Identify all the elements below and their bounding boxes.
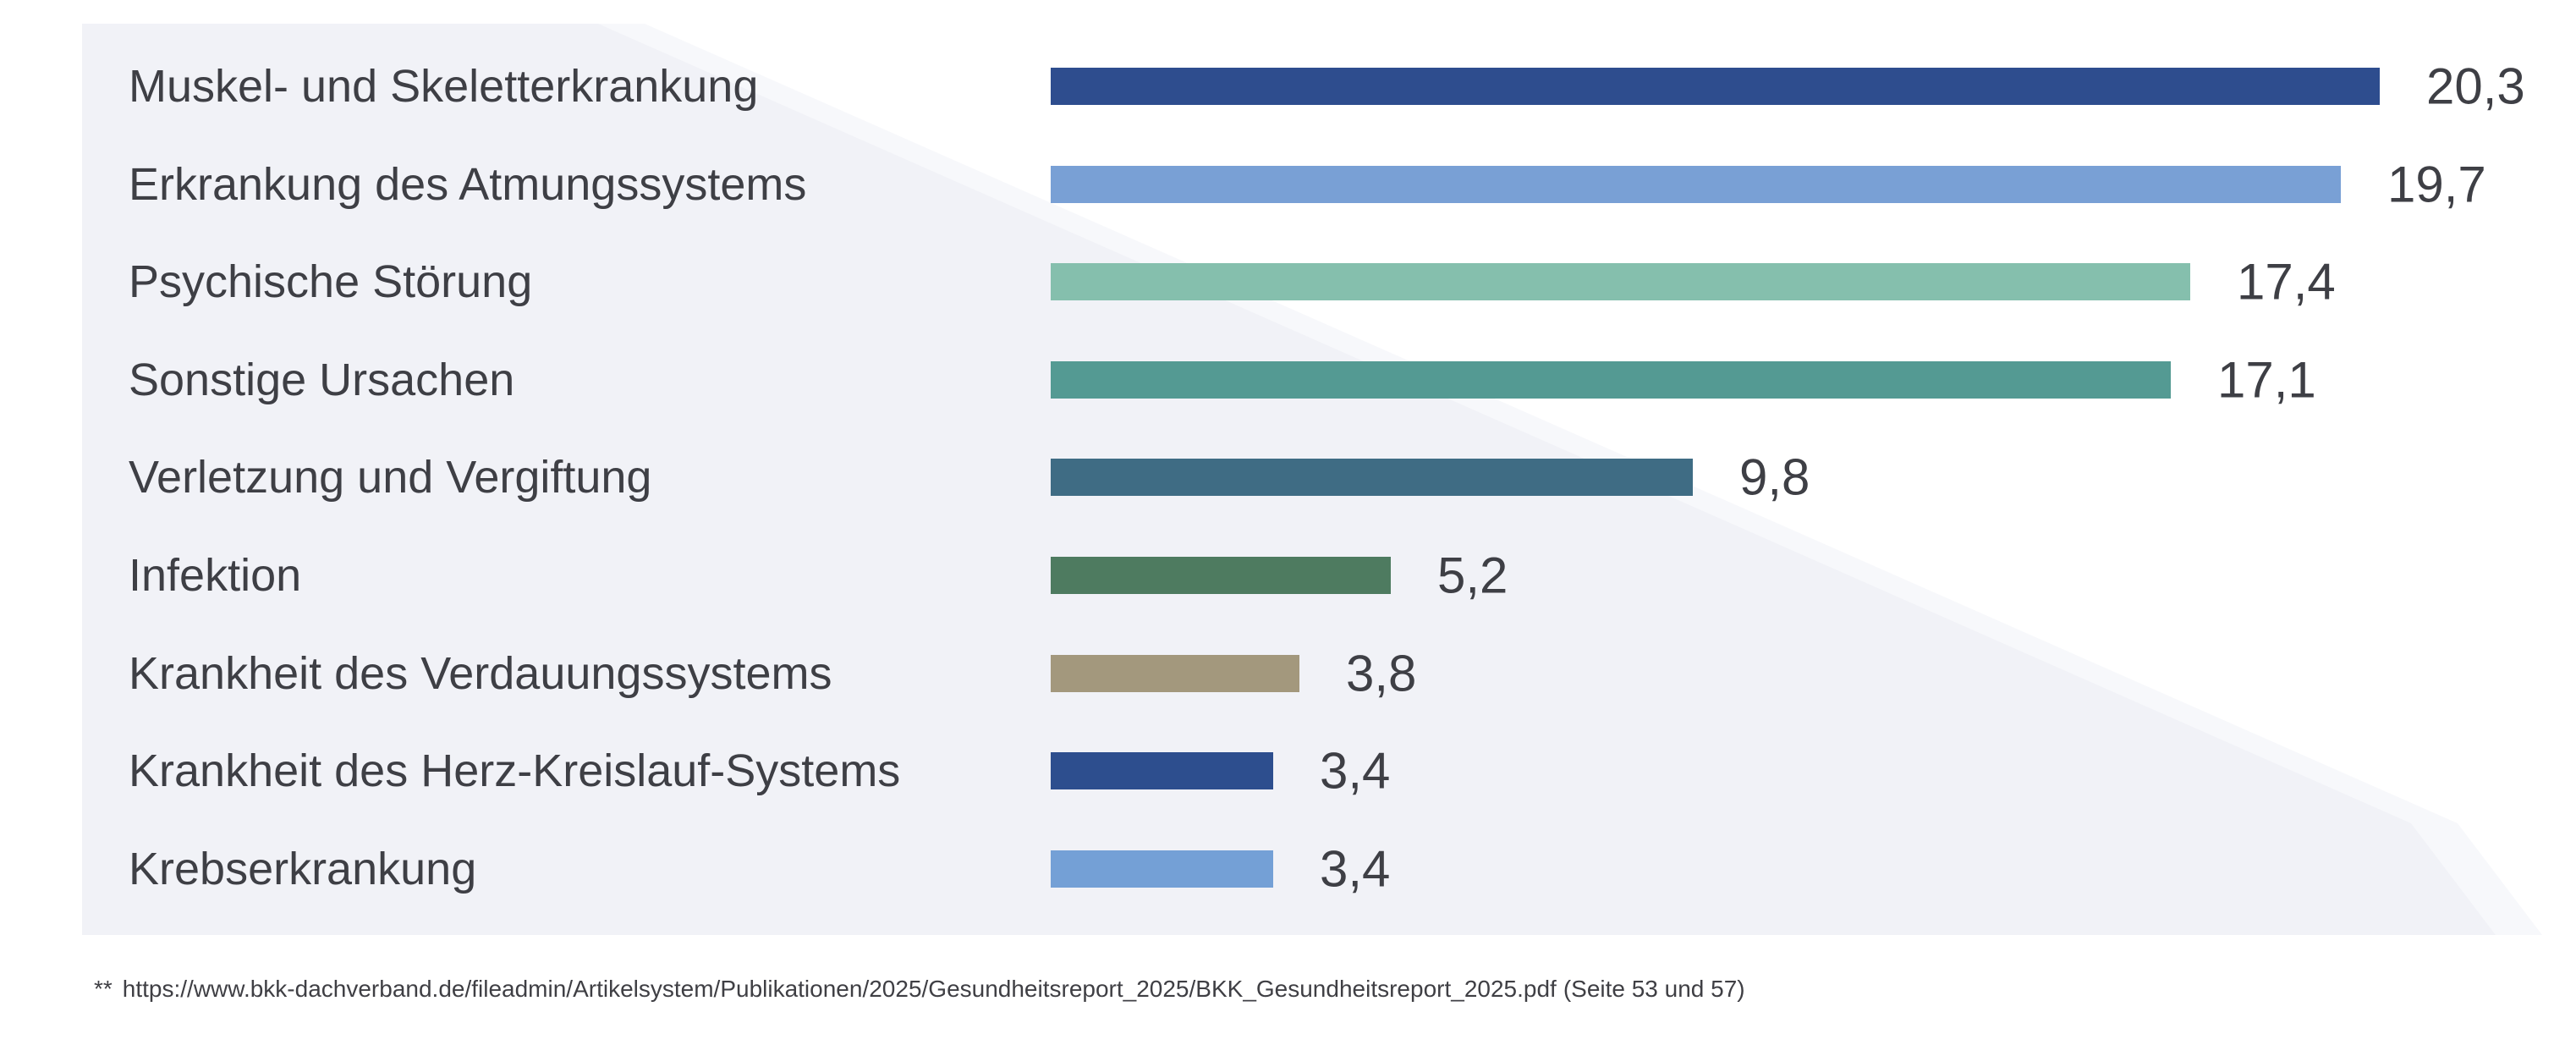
chart-row: Verletzung und Vergiftung 9,8 — [0, 449, 2576, 506]
category-label: Verletzung und Vergiftung — [129, 452, 652, 503]
bar — [1051, 850, 1273, 888]
category-label: Muskel- und Skeletterkrankung — [129, 61, 759, 112]
footnote-source-url: https://www.bkk-dachverband.de/fileadmin… — [122, 975, 1557, 1002]
value-label: 17,1 — [2217, 351, 2316, 409]
chart-row: Krankheit des Herz-Kreislauf-Systems 3,4 — [0, 743, 2576, 800]
source-footnote: ** https://www.bkk-dachverband.de/filead… — [79, 969, 1848, 1009]
bar — [1051, 459, 1693, 496]
category-label: Psychische Störung — [129, 256, 533, 307]
chart-row: Psychische Störung 17,4 — [0, 254, 2576, 311]
category-label: Infektion — [129, 550, 302, 601]
category-label: Krankheit des Verdauungssystems — [129, 648, 832, 699]
chart-row: Muskel- und Skeletterkrankung 20,3 — [0, 58, 2576, 115]
footnote-marker: ** — [94, 975, 113, 1002]
bar — [1051, 166, 2341, 203]
chart-row: Infektion 5,2 — [0, 547, 2576, 604]
chart-row: Krankheit des Verdauungssystems 3,8 — [0, 646, 2576, 702]
value-label: 5,2 — [1437, 547, 1508, 604]
category-label: Krankheit des Herz-Kreislauf-Systems — [129, 745, 901, 796]
chart-row: Sonstige Ursachen 17,1 — [0, 352, 2576, 409]
value-label: 20,3 — [2426, 58, 2525, 115]
value-label: 19,7 — [2387, 156, 2486, 213]
footnote-pages: (Seite 53 und 57) — [1563, 975, 1745, 1002]
bar — [1051, 263, 2190, 300]
category-label: Krebserkrankung — [129, 844, 477, 894]
value-label: 3,4 — [1320, 742, 1391, 800]
value-label: 9,8 — [1739, 448, 1810, 506]
value-label: 3,4 — [1320, 840, 1391, 898]
bar — [1051, 557, 1391, 594]
value-label: 3,8 — [1346, 645, 1417, 702]
bar — [1051, 68, 2380, 105]
bar — [1051, 752, 1273, 789]
bar — [1051, 655, 1299, 692]
bar — [1051, 361, 2171, 399]
chart-row: Krebserkrankung 3,4 — [0, 841, 2576, 898]
category-label: Erkrankung des Atmungssystems — [129, 159, 807, 210]
category-label: Sonstige Ursachen — [129, 355, 515, 405]
value-label: 17,4 — [2237, 253, 2336, 311]
chart-row: Erkrankung des Atmungssystems 19,7 — [0, 157, 2576, 213]
